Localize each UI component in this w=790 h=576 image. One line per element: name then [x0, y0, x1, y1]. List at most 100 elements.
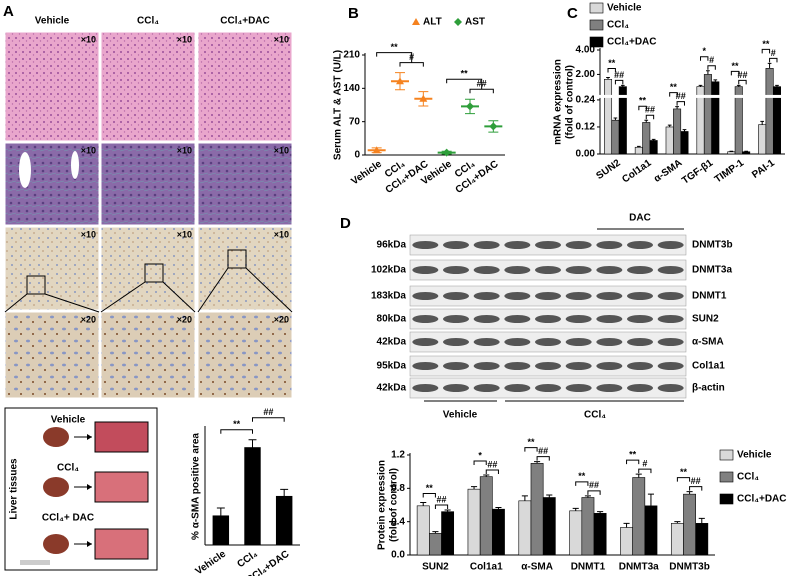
- magnification: ×10: [81, 145, 96, 155]
- blot-size: 96kDa: [377, 240, 407, 251]
- blot-size: 102kDa: [371, 265, 406, 276]
- panel-label: D: [340, 215, 351, 232]
- sig-label: ##: [538, 446, 548, 456]
- magnification: ×10: [274, 229, 289, 239]
- micrograph: [4, 142, 100, 226]
- blot-size: 42kDa: [377, 337, 407, 348]
- y-tick-label: 4.00: [576, 45, 596, 56]
- legend-label: Vehicle: [737, 450, 772, 461]
- dot-marker: [489, 122, 498, 131]
- error-bar: [495, 507, 502, 510]
- blot-band: [627, 241, 653, 249]
- sig-bracket: [769, 57, 778, 63]
- zoom-line: [4, 293, 28, 313]
- sig-label: ##: [263, 407, 273, 417]
- bar: [665, 126, 674, 155]
- sig-label: **: [233, 419, 241, 429]
- error-bar: [698, 517, 705, 524]
- zoom-box: [144, 263, 164, 283]
- sig-bracket: [376, 52, 413, 57]
- bar: [765, 68, 774, 155]
- blot-band: [565, 338, 592, 346]
- magnification: ×20: [81, 314, 96, 324]
- sig-bracket: [446, 78, 483, 84]
- x-tick-label: α-SMA: [521, 562, 553, 573]
- sig-label: **: [762, 39, 770, 49]
- error-bar: [760, 120, 765, 125]
- blot-band: [504, 362, 531, 370]
- blot-band: [627, 292, 653, 300]
- sig-label: ##: [437, 494, 447, 504]
- sig-bracket: [738, 79, 747, 85]
- blot-protein: Col1a1: [692, 361, 725, 372]
- blot-band: [657, 338, 684, 346]
- dot-marker: [396, 77, 404, 85]
- group-label: CCl₄: [584, 410, 606, 421]
- column-header: Vehicle: [35, 16, 70, 27]
- magnification: ×10: [177, 145, 192, 155]
- blot-band: [504, 292, 531, 300]
- liver: [43, 477, 69, 497]
- blot-protein: DNMT1: [692, 291, 727, 302]
- blot-size: 42kDa: [377, 383, 407, 394]
- micrograph: [100, 31, 196, 142]
- micrograph: [197, 31, 293, 142]
- y-tick-label: 2.00: [576, 69, 596, 80]
- blot-band: [657, 315, 684, 323]
- blot-band: [657, 362, 684, 370]
- bar: [569, 510, 583, 556]
- sig-bracket: [422, 493, 436, 498]
- x-tick-label: α-SMA: [652, 158, 684, 185]
- bar: [581, 497, 595, 556]
- blot-band: [627, 315, 653, 323]
- magnification: ×10: [177, 34, 192, 44]
- y-axis-label: mRNA expression: [553, 59, 564, 145]
- magnification: ×20: [274, 314, 289, 324]
- sig-bracket: [676, 477, 691, 482]
- liver-label: CCl₄+ DAC: [42, 513, 94, 524]
- bar: [593, 513, 607, 556]
- y-axis-label: Serum ALT & AST (U/L): [333, 50, 344, 160]
- axis-break: [596, 94, 785, 98]
- sig-label: **: [608, 58, 616, 68]
- blot-protein: DNMT3b: [692, 240, 733, 251]
- x-tick-label: TGF-β1: [680, 157, 715, 186]
- sig-bracket: [587, 490, 601, 495]
- bar: [634, 146, 643, 155]
- blot-protein: DNMT3a: [692, 265, 732, 276]
- error-bar: [635, 473, 642, 478]
- blot-band: [412, 266, 439, 274]
- blot-band: [565, 315, 592, 323]
- blot-band: [412, 315, 439, 323]
- blot-band: [504, 241, 531, 249]
- x-tick-label: DNMT3b: [669, 562, 710, 573]
- zoom-line: [162, 281, 196, 313]
- y-tick-label: 0.00: [576, 149, 596, 160]
- magnification: ×20: [177, 314, 192, 324]
- blot-band: [412, 292, 439, 300]
- vessel: [71, 151, 79, 179]
- error-bar: [667, 124, 672, 127]
- blot-band: [596, 241, 623, 249]
- y-axis-label: Protein expression: [377, 460, 388, 550]
- sig-bracket: [707, 65, 716, 70]
- micrograph: [4, 311, 100, 399]
- blot-band: [535, 292, 561, 300]
- blot-protein: β-actin: [692, 383, 725, 394]
- magnification: ×10: [177, 229, 192, 239]
- error-bar: [572, 507, 579, 511]
- error-bar: [637, 145, 641, 148]
- dot-marker: [372, 146, 381, 154]
- error-bar: [606, 76, 610, 80]
- sig-label: ##: [737, 70, 747, 80]
- error-bar: [623, 522, 630, 528]
- blot-band: [443, 241, 469, 249]
- bar: [644, 505, 658, 556]
- sig-bracket: [761, 48, 771, 54]
- bar: [695, 523, 709, 556]
- sig-label: ##: [691, 476, 701, 486]
- blot-band: [596, 338, 623, 346]
- x-tick-label: Col1a1: [620, 157, 654, 185]
- arrow-head: [87, 434, 92, 440]
